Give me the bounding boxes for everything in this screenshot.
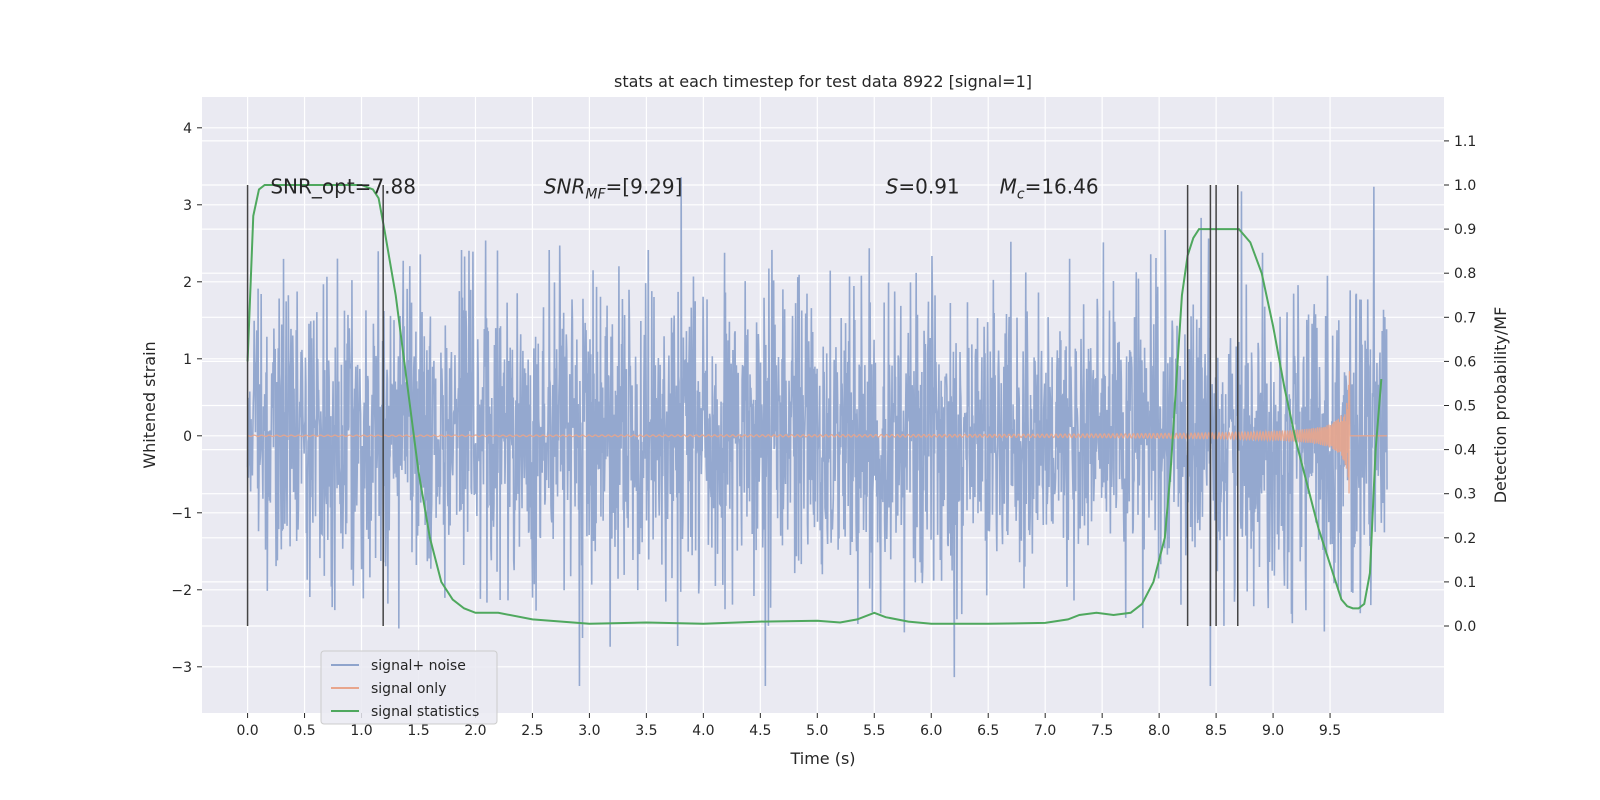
x-tick-label: 2.0 — [464, 723, 486, 739]
x-tick-label: 1.0 — [350, 723, 372, 739]
x-tick-label: 1.5 — [407, 723, 429, 739]
y2-tick-label: 0.1 — [1454, 575, 1476, 591]
legend-label: signal+ noise — [371, 658, 466, 674]
y-tick-label: 2 — [183, 275, 192, 291]
x-tick-label: 3.0 — [578, 723, 600, 739]
x-tick-label: 4.0 — [692, 723, 714, 739]
annotations: SNR_opt=7.88 SNRMF=[9.29] S=0.91 Mc=16.46 — [270, 175, 1098, 203]
y2-tick-label: 0.2 — [1454, 531, 1476, 547]
x-tick-label: 4.5 — [749, 723, 771, 739]
x-tick-label: 5.0 — [806, 723, 828, 739]
y-tick-label: 4 — [183, 121, 192, 137]
annotation-2: S=0.91 — [886, 175, 960, 199]
y2-tick-label: 0.3 — [1454, 487, 1476, 503]
x-tick-label: 7.0 — [1034, 723, 1056, 739]
series-signal-statistics — [246, 184, 1383, 625]
y-tick-label: −3 — [171, 660, 192, 676]
plot-area — [246, 177, 1388, 687]
x-tick-label: 7.5 — [1091, 723, 1113, 739]
y-tick-label: 0 — [183, 429, 192, 445]
y-axis-label: Whitened strain — [140, 341, 159, 468]
y2-tick-label: 0.6 — [1454, 354, 1476, 370]
y2-tick-label: 0.8 — [1454, 266, 1476, 282]
x-tick-label: 0.0 — [236, 723, 258, 739]
vertical-markers — [246, 185, 1239, 626]
y2-tick-label: 0.4 — [1454, 443, 1476, 459]
annotation-0: SNR_opt=7.88 — [270, 175, 416, 199]
y2-tick-label: 0.9 — [1454, 222, 1476, 238]
y-tick-label: −1 — [171, 506, 192, 522]
y-tick-label: −2 — [171, 583, 192, 599]
y2-tick-label: 0.7 — [1454, 310, 1476, 326]
x-tick-label: 8.0 — [1148, 723, 1170, 739]
y-tick-label: 1 — [183, 352, 192, 368]
x-tick-label: 8.5 — [1205, 723, 1227, 739]
legend-label: signal statistics — [371, 704, 479, 720]
legend-box — [320, 650, 498, 725]
y2-tick-label: 1.0 — [1454, 178, 1476, 194]
series-signal-noise — [246, 177, 1388, 687]
x-axis-label: Time (s) — [789, 749, 855, 768]
x-tick-label: 6.0 — [920, 723, 942, 739]
signal-only-line — [247, 371, 1388, 494]
x-tick-label: 2.5 — [521, 723, 543, 739]
y-tick-label: 3 — [183, 198, 192, 214]
x-tick-label: 0.5 — [293, 723, 315, 739]
x-tick-label: 5.5 — [863, 723, 885, 739]
annotation-1: SNRMF=[9.29] — [544, 175, 683, 203]
x-tick-label: 6.5 — [977, 723, 999, 739]
y2-axis-label: Detection probability/MF — [1491, 307, 1510, 504]
chart-title: stats at each timestep for test data 892… — [614, 72, 1032, 91]
x-axis: 0.0 0.5 1.0 1.5 2.0 2.5 3.0 3.5 4.0 4.5 5.0 5.5 6.0 6… — [236, 713, 1341, 739]
signal-statistics-line — [246, 184, 1383, 625]
y-axis-left: −3 −2 −1 0 1 2 3 4 — [171, 121, 202, 676]
legend: signal+ noise signal only signal statistic… — [320, 650, 498, 725]
legend-label: signal only — [371, 681, 446, 697]
annotation-3: Mc=16.46 — [1000, 175, 1099, 203]
x-tick-label: 9.0 — [1262, 723, 1284, 739]
y2-tick-label: 0.0 — [1454, 619, 1476, 635]
x-tick-label: 9.5 — [1319, 723, 1341, 739]
series-signal-only — [247, 371, 1388, 494]
signal-noise-line — [246, 177, 1388, 687]
x-tick-label: 3.5 — [635, 723, 657, 739]
y2-tick-label: 1.1 — [1454, 134, 1476, 150]
y2-tick-label: 0.5 — [1454, 399, 1476, 415]
y-axis-right: 0.0 0.1 0.2 0.3 0.4 0.5 0.6 0.7 0.8 0.9 1.0 1.1 — [1444, 134, 1476, 635]
